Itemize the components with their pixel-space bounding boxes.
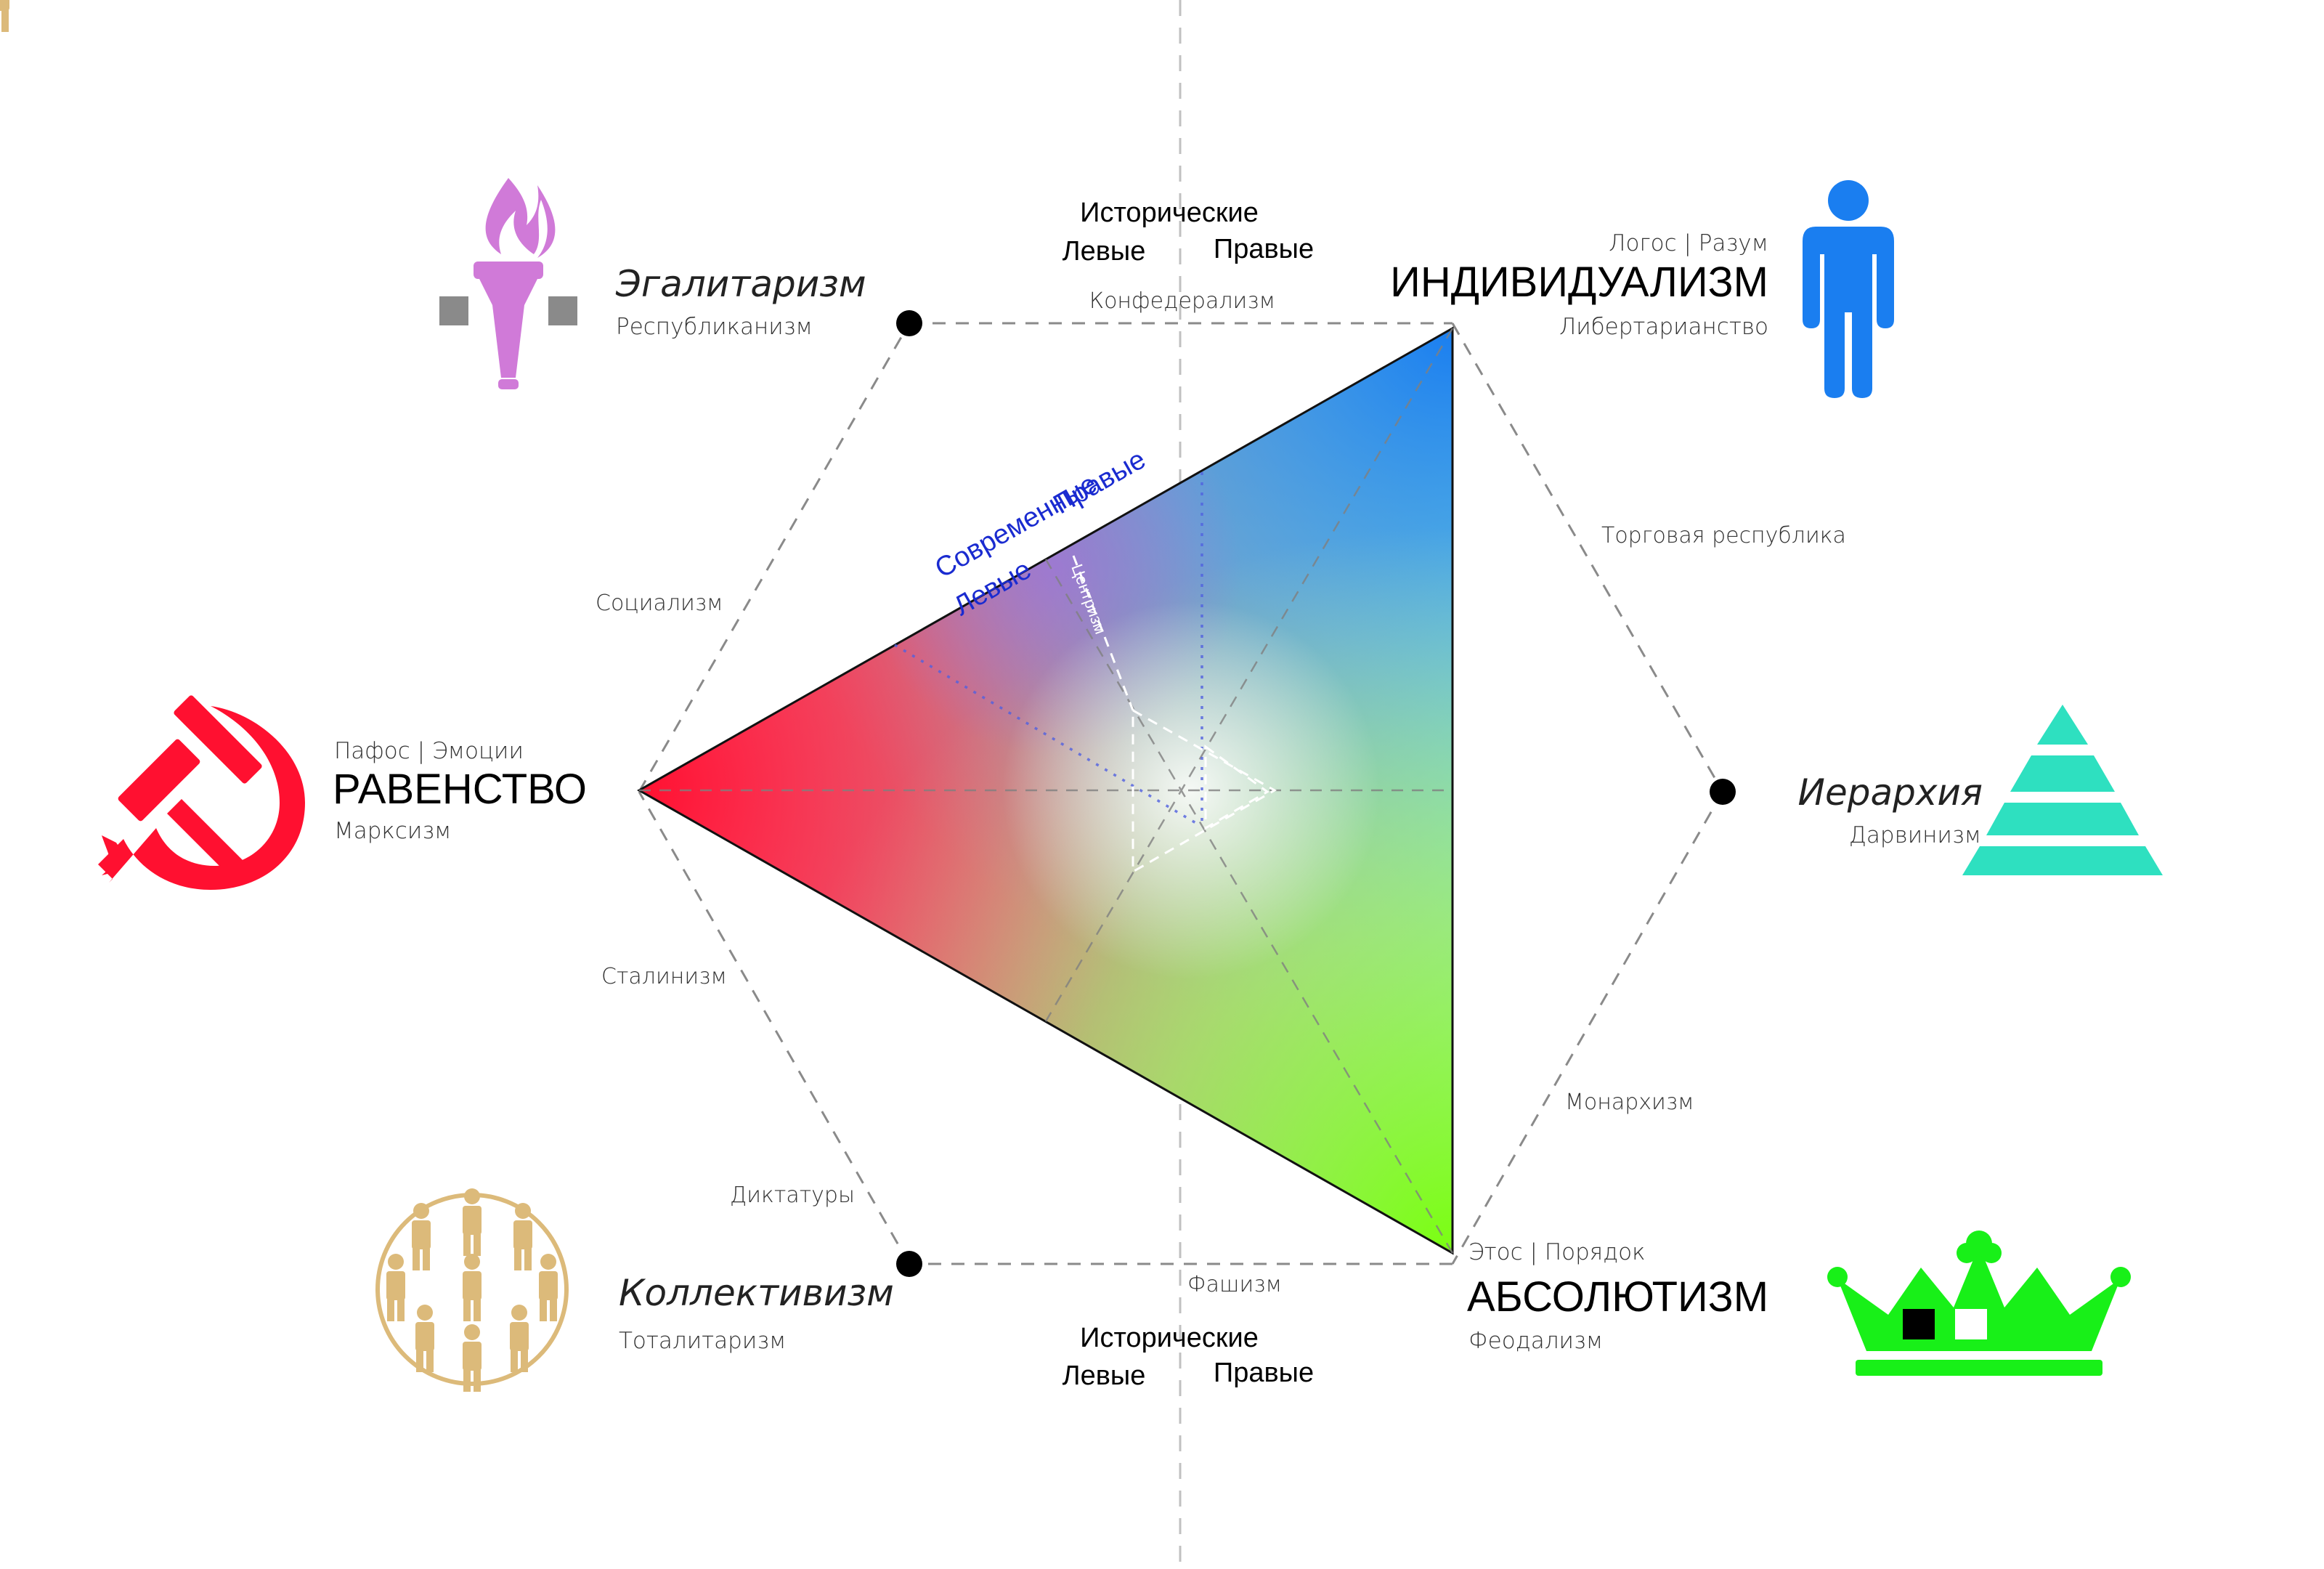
node-dot-hierarchy	[1710, 779, 1736, 805]
equality-top: Пафос | Эмоции	[334, 738, 524, 764]
edge-dictatorships: Диктатуры	[730, 1183, 855, 1208]
edge-socialism: Социализм	[596, 591, 723, 616]
centrism-triangles	[1072, 555, 1277, 874]
collectivism-title: Коллективизм	[619, 1272, 894, 1314]
absolutism-sub: Феодализм	[1468, 1328, 1603, 1354]
historical-bottom-right: Правые	[1214, 1358, 1314, 1388]
hierarchy-sub: Дарвинизм	[1849, 822, 1981, 848]
edge-fascism: Фашизм	[1187, 1272, 1282, 1297]
individualism-sub: Либертарианство	[1559, 314, 1768, 340]
historical-top-left: Левые	[1063, 236, 1146, 267]
edge-trade-republic: Торговая республика	[1601, 523, 1846, 548]
crowd-circle-icon	[0, 0, 569, 1392]
torch-icon	[439, 178, 577, 389]
internal-dashed-lines	[639, 328, 1454, 1254]
egalitarianism-sub: Республиканизм	[616, 314, 813, 340]
equality-title: РАВЕНСТВО	[333, 766, 587, 813]
edge-monarchism: Монархизм	[1565, 1090, 1694, 1115]
historical-top-title: Исторические	[1080, 198, 1259, 228]
edge-confederalism: Конфедерализм	[1089, 288, 1275, 314]
historical-top-right: Правые	[1214, 234, 1314, 264]
individualism-top: Логос | Разум	[1609, 230, 1768, 256]
node-dot-collectivism	[896, 1251, 922, 1277]
equality-sub: Марксизм	[334, 818, 451, 844]
node-dot-egalitarianism	[896, 310, 922, 336]
absolutism-top: Этос | Порядок	[1468, 1239, 1646, 1265]
egalitarianism-title: Эгалитаризм	[615, 263, 866, 305]
crown-icon	[1827, 1231, 2131, 1376]
collectivism-sub: Тоталитаризм	[619, 1328, 786, 1354]
individualism-title: ИНДИВИДУАЛИЗМ	[1390, 259, 1768, 306]
absolutism-title: АБСОЛЮТИЗМ	[1467, 1273, 1768, 1321]
hammer-sickle-icon	[98, 695, 305, 890]
edge-stalinism: Сталинизм	[601, 964, 727, 989]
historical-bottom-title: Исторические	[1080, 1323, 1259, 1353]
person-icon	[1803, 180, 1894, 398]
pyramid-icon	[1962, 705, 2163, 875]
hexagon-outline	[638, 322, 1724, 1265]
hierarchy-title: Иерархия	[1798, 771, 1983, 814]
historical-bottom-left: Левые	[1063, 1361, 1146, 1391]
